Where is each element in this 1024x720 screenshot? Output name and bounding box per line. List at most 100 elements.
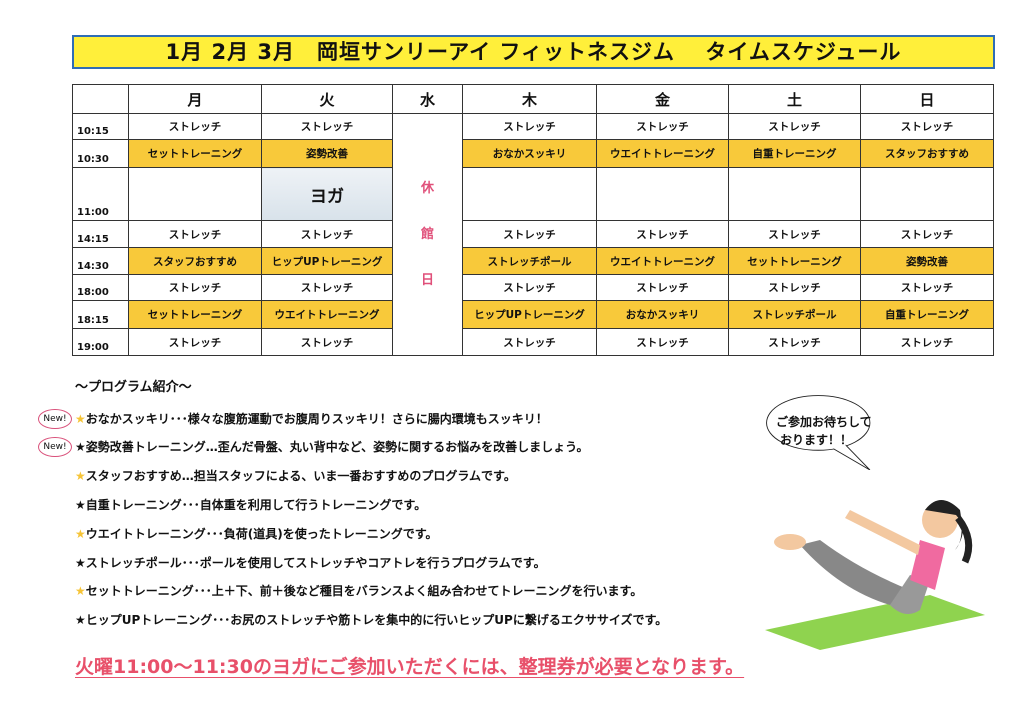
class-cell: ストレッチポール — [462, 247, 597, 275]
class-cell — [728, 167, 861, 221]
class-cell: スタッフおすすめ — [860, 139, 994, 168]
class-cell: ストレッチ — [462, 113, 597, 140]
schedule-row: 10:15 ストレッチ ストレッチ休館日ストレッチ ストレッチ ストレッチ ストレッチ — [72, 113, 994, 356]
bubble-text: ご参加お待ちして おります！！ — [776, 413, 872, 449]
class-cell: ストレッチ — [860, 274, 994, 301]
time-cell: 14:30 — [72, 247, 129, 275]
schedule-row: 14:15 ストレッチ ストレッチ ストレッチ ストレッチ ストレッチ ストレッチ — [72, 220, 994, 248]
class-cell: ストレッチポール — [728, 300, 861, 329]
class-cell: おなかスッキリ — [462, 139, 597, 168]
time-cell: 19:00 — [72, 328, 129, 356]
program-description: ストレッチポール･･･ポールを使用してストレッチやコアトレを行うプログラムです。 — [85, 556, 546, 570]
class-cell: ウエイトトレーニング — [596, 247, 729, 275]
program-item: ★姿勢改善トレーニング…歪んだ骨盤、丸い背中など、姿勢に関するお悩みを改善しまし… — [75, 438, 588, 455]
program-item: ★自重トレーニング･･･自体重を利用して行うトレーニングです。 — [75, 496, 426, 513]
class-cell: ストレッチ — [596, 220, 729, 248]
class-cell: ストレッチ — [128, 328, 262, 356]
class-cell: ストレッチ — [462, 328, 597, 356]
class-cell: ストレッチ — [860, 113, 994, 140]
star-icon: ★ — [75, 498, 86, 512]
class-cell: ストレッチ — [261, 328, 393, 356]
day-header: 月 — [128, 84, 262, 114]
class-cell — [462, 167, 597, 221]
class-cell: ストレッチ — [728, 328, 861, 356]
class-cell: ヒップUPトレーニング — [261, 247, 393, 275]
class-cell: ストレッチ — [860, 220, 994, 248]
class-cell: ストレッチ — [462, 274, 597, 301]
closed-char: 休 — [420, 180, 434, 196]
time-cell: 18:00 — [72, 274, 129, 301]
day-header: 水 — [392, 84, 463, 114]
class-cell: ウエイトトレーニング — [261, 300, 393, 329]
star-icon: ★ — [75, 469, 86, 483]
day-header: 金 — [596, 84, 729, 114]
star-icon: ★ — [75, 556, 86, 570]
class-cell: ストレッチ — [596, 113, 729, 140]
program-description: 姿勢改善トレーニング…歪んだ骨盤、丸い背中など、姿勢に関するお悩みを改善しましょ… — [85, 440, 589, 454]
program-item: ★おなかスッキリ･･･様々な腹筋運動でお腹周りスッキリ！さらに腸内環境もスッキリ… — [75, 410, 548, 427]
header-row: 月火水木金土日 — [72, 84, 994, 114]
closed-char: 館 — [420, 226, 434, 242]
schedule-row: 14:30 スタッフおすすめ ヒップUPトレーニング ストレッチポール ウエイトトレーニ… — [72, 247, 994, 275]
class-cell: ウエイトトレーニング — [596, 139, 729, 168]
program-description: セットトレーニング･･･上＋下、前＋後など種目をバランスよく組み合わせてトレーニ… — [85, 584, 643, 598]
class-cell: ストレッチ — [728, 274, 861, 301]
class-cell: ストレッチ — [261, 220, 393, 248]
program-item: ★スタッフおすすめ…担当スタッフによる、いま一番おすすめのプログラムです。 — [75, 467, 516, 484]
class-cell: ストレッチ — [596, 274, 729, 301]
schedule-row: 11:00 ヨガ — [72, 167, 994, 221]
star-icon: ★ — [75, 613, 86, 627]
time-cell: 11:00 — [72, 167, 129, 221]
bubble-line: ご参加お待ちして — [776, 415, 872, 429]
program-item: ★ウエイトトレーニング･･･負荷(道具)を使ったトレーニングです。 — [75, 525, 438, 542]
time-cell: 10:15 — [72, 113, 129, 140]
star-icon: ★ — [75, 527, 86, 541]
yoga-ticket-notice: 火曜11:00～11:30のヨガにご参加いただくには、整理券が必要となります。 — [75, 656, 745, 678]
program-description: 自重トレーニング･･･自体重を利用して行うトレーニングです。 — [85, 498, 427, 512]
class-cell: セットトレーニング — [128, 300, 262, 329]
program-item: ★セットトレーニング･･･上＋下、前＋後など種目をバランスよく組み合わせてトレー… — [75, 582, 642, 599]
star-icon: ★ — [75, 584, 86, 598]
program-item: ★ヒップUPトレーニング･･･お尻のストレッチや筋トレを集中的に行いヒップUPに… — [75, 611, 667, 628]
class-cell — [596, 167, 729, 221]
class-cell: 姿勢改善 — [860, 247, 994, 275]
program-description: おなかスッキリ･･･様々な腹筋運動でお腹周りスッキリ！さらに腸内環境もスッキリ！ — [85, 412, 548, 426]
day-header: 火 — [261, 84, 393, 114]
schedule-row: 19:00 ストレッチ ストレッチ ストレッチ ストレッチ ストレッチ ストレッチ — [72, 328, 994, 356]
class-cell: ストレッチ — [462, 220, 597, 248]
class-cell: ストレッチ — [596, 328, 729, 356]
speech-bubble — [766, 395, 871, 470]
class-cell: ストレッチ — [128, 274, 262, 301]
page-title: 1月 2月 3月 岡垣サンリーアイ フィットネスジム タイムスケジュール — [72, 35, 995, 69]
time-cell: 18:15 — [72, 300, 129, 329]
program-description: スタッフおすすめ…担当スタッフによる、いま一番おすすめのプログラムです。 — [85, 469, 516, 483]
class-cell: セットトレーニング — [728, 247, 861, 275]
class-cell — [860, 167, 994, 221]
program-item: ★ストレッチポール･･･ポールを使用してストレッチやコアトレを行うプログラムです… — [75, 554, 546, 571]
schedule-row: 18:00 ストレッチ ストレッチ ストレッチ ストレッチ ストレッチ ストレッチ — [72, 274, 994, 301]
class-cell: ヨガ — [261, 167, 393, 221]
class-cell: ヒップUPトレーニング — [462, 300, 597, 329]
class-cell: 自重トレーニング — [728, 139, 861, 168]
program-description: ウエイトトレーニング･･･負荷(道具)を使ったトレーニングです。 — [85, 527, 438, 541]
class-cell: スタッフおすすめ — [128, 247, 262, 275]
class-cell: ストレッチ — [860, 328, 994, 356]
time-cell: 14:15 — [72, 220, 129, 248]
star-icon: ★ — [75, 412, 86, 426]
program-description: ヒップUPトレーニング･･･お尻のストレッチや筋トレを集中的に行いヒップUPに繋… — [85, 613, 668, 627]
class-cell: 姿勢改善 — [261, 139, 393, 168]
wednesday-closed-cell: 休館日 — [392, 113, 463, 356]
class-cell: おなかスッキリ — [596, 300, 729, 329]
closed-char: 日 — [420, 272, 434, 288]
day-header: 日 — [860, 84, 994, 114]
new-badge: New! — [38, 409, 72, 429]
time-cell: 10:30 — [72, 139, 129, 168]
programs-heading: ～プログラム紹介～ — [75, 380, 192, 395]
class-cell: ストレッチ — [128, 220, 262, 248]
class-cell: ストレッチ — [728, 220, 861, 248]
class-cell: セットトレーニング — [128, 139, 262, 168]
day-header: 木 — [462, 84, 597, 114]
class-cell: ストレッチ — [261, 274, 393, 301]
exercising-woman-illustration — [765, 500, 985, 650]
class-cell: 自重トレーニング — [860, 300, 994, 329]
